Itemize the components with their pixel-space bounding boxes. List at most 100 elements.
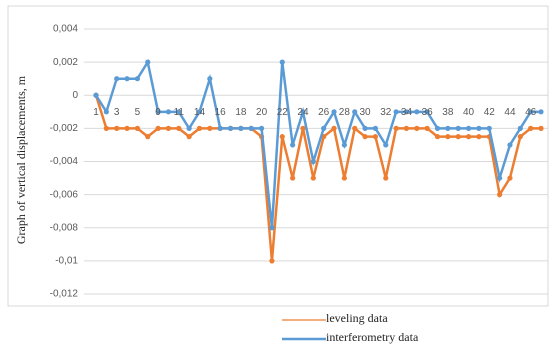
- point: [290, 142, 296, 148]
- point: [403, 109, 410, 115]
- y-tick-label: -0,006: [50, 189, 79, 200]
- point: [238, 125, 244, 131]
- point: [134, 125, 140, 131]
- point: [372, 134, 379, 140]
- point: [476, 134, 482, 140]
- x-tick-label: 24: [297, 107, 309, 118]
- point: [114, 76, 120, 82]
- point: [331, 109, 337, 115]
- point: [507, 175, 513, 181]
- x-tick-label: 44: [504, 107, 516, 118]
- y-tick-label: -0,008: [50, 222, 79, 233]
- point: [279, 59, 285, 65]
- point: [497, 192, 503, 198]
- point: [465, 125, 472, 131]
- point: [124, 76, 130, 82]
- point: [93, 92, 99, 98]
- point: [165, 125, 172, 131]
- point: [424, 109, 430, 115]
- point: [393, 109, 399, 115]
- point: [455, 125, 461, 131]
- point: [269, 258, 275, 264]
- point: [383, 142, 389, 148]
- x-tick-label: 5: [135, 107, 141, 118]
- x-tick-label: 38: [442, 107, 454, 118]
- legend-label: interferometry data: [326, 330, 419, 344]
- y-tick-label: 0,002: [53, 57, 78, 68]
- point: [103, 109, 109, 115]
- y-tick-label: -0,012: [50, 289, 79, 300]
- x-tick-label: 22: [277, 107, 289, 118]
- point: [300, 125, 306, 131]
- point: [176, 109, 182, 115]
- point: [165, 109, 172, 115]
- chart-border: [7, 5, 549, 307]
- point: [403, 125, 410, 131]
- point: [352, 109, 358, 115]
- point: [290, 175, 296, 181]
- point: [434, 134, 441, 140]
- x-tick-label: 14: [194, 107, 206, 118]
- x-tick-label: 11: [174, 107, 185, 118]
- point: [103, 125, 109, 131]
- point: [517, 134, 523, 140]
- point: [310, 158, 316, 165]
- x-tick-label: 34: [401, 107, 413, 118]
- point: [362, 125, 368, 131]
- point: [352, 125, 358, 131]
- point: [497, 175, 503, 181]
- x-tick-label: 40: [463, 107, 475, 118]
- point: [134, 76, 140, 82]
- point: [321, 125, 327, 131]
- x-tick-label: 46: [525, 107, 537, 118]
- point: [393, 125, 399, 131]
- point: [383, 175, 389, 181]
- point: [341, 142, 347, 148]
- point: [114, 125, 120, 131]
- x-tick-label: 16: [215, 107, 227, 118]
- point: [207, 125, 213, 131]
- x-tick-label: 3: [114, 107, 120, 118]
- point: [331, 125, 337, 131]
- point: [538, 109, 544, 115]
- point: [196, 125, 203, 131]
- point: [269, 225, 275, 231]
- x-tick-label: 28: [339, 107, 351, 118]
- x-tick-label: 26: [318, 107, 330, 118]
- point: [434, 125, 441, 131]
- point: [507, 142, 513, 148]
- point: [155, 125, 161, 131]
- x-tick-label: 20: [256, 107, 268, 118]
- point: [538, 125, 544, 131]
- point: [372, 125, 379, 131]
- y-tick-label: -0,002: [50, 123, 79, 134]
- x-tick-label: 32: [380, 107, 392, 118]
- point: [486, 125, 492, 131]
- point: [155, 109, 161, 115]
- y-tick-label: 0: [72, 90, 78, 101]
- series-line: [94, 58, 541, 228]
- x-tick-label: 30: [360, 107, 372, 118]
- point: [424, 125, 430, 131]
- point: [300, 109, 306, 115]
- point: [476, 125, 482, 131]
- point: [186, 134, 192, 140]
- point: [517, 125, 523, 131]
- point: [145, 134, 151, 140]
- legend-label: leveling data: [326, 311, 388, 325]
- x-tick-label: 1: [93, 107, 99, 118]
- point: [414, 109, 420, 115]
- series-line: [94, 94, 541, 261]
- point: [248, 125, 254, 131]
- point: [528, 109, 534, 115]
- point: [207, 76, 213, 82]
- x-tick-label: 18: [235, 107, 247, 118]
- point: [186, 125, 192, 131]
- y-tick-label: -0,004: [50, 156, 79, 167]
- point: [310, 175, 316, 181]
- point: [145, 59, 151, 65]
- point: [124, 125, 130, 131]
- point: [362, 134, 368, 140]
- point: [258, 125, 265, 131]
